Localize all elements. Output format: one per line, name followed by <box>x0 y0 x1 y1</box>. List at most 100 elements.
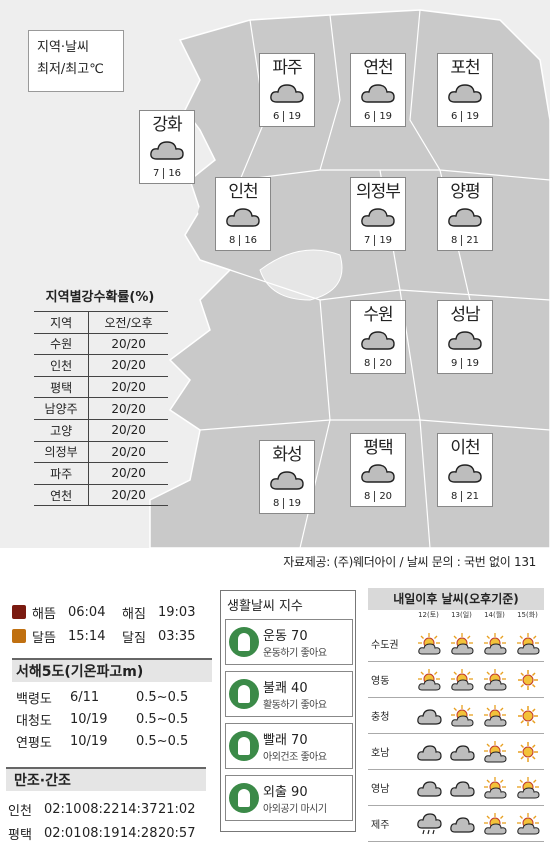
cloud-icon <box>445 775 478 801</box>
temp-low: 8 <box>450 235 458 246</box>
precip-value: 20/20 <box>88 462 168 485</box>
forecast-day: 15(화) <box>517 611 538 619</box>
wave-temp: 6/11 <box>70 689 100 705</box>
sun-cloud-icon <box>478 631 511 657</box>
sun-icon <box>511 703 544 729</box>
city-temps: 7 19 <box>351 235 405 246</box>
west-sea-islands: 서해5도(기온파고m) 백령도 6/11 0.5~0.5 대청도 10/19 0.5~0.… <box>12 658 212 752</box>
city-name: 인천 <box>228 182 258 202</box>
city-card-10: 평택 8 20 <box>350 433 406 507</box>
temp-high: 19 <box>283 498 305 509</box>
wave-row: 연평도 10/19 0.5~0.5 <box>12 730 212 752</box>
city-temps: 6 19 <box>438 111 492 122</box>
city-temps: 6 19 <box>351 111 405 122</box>
life-text: 빨래 70 아외건조 좋아요 <box>263 729 327 763</box>
cloud-icon <box>216 206 270 228</box>
temp-low: 9 <box>450 358 458 369</box>
tide-place: 인천 <box>8 803 32 819</box>
moonset-time: 03:35 <box>158 628 196 644</box>
forecast-region: 영남 <box>371 784 390 795</box>
life-item: 외출 90 아외공기 마시기 <box>225 775 353 821</box>
precip-probability-table: 지역별강수확률(%) 지역 오전/오후 수원 20/20 인천 20/20 평택 20/2… <box>30 286 170 507</box>
life-label: 빨래 70 <box>263 733 308 748</box>
temp-low: 7 <box>363 235 371 246</box>
sun-icon <box>511 739 544 765</box>
city-name: 의정부 <box>356 182 401 202</box>
wave-height: 0.5~0.5 <box>136 711 189 727</box>
city-card-2: 포천 6 19 <box>437 53 493 127</box>
life-item: 운동 70 운동하기 좋아요 <box>225 619 353 665</box>
precip-value: 20/20 <box>88 419 168 442</box>
tide-table: 만조·간조 인천 02:10 08:22 14:37 21:02 평택 02:01 08:19… <box>6 767 206 845</box>
forecast-day: 13(일) <box>451 611 472 619</box>
city-card-8: 성남 9 19 <box>437 300 493 374</box>
city-name: 연천 <box>363 58 393 78</box>
city-card-11: 이천 8 21 <box>437 433 493 507</box>
city-temps: 8 20 <box>351 491 405 502</box>
precip-row: 평택 20/20 <box>34 376 168 399</box>
sun-icon <box>511 667 544 693</box>
temp-low: 8 <box>363 491 371 502</box>
precip-value: 20/20 <box>88 376 168 399</box>
weather-map: 지역·날씨 최저/최고℃ 파주 6 19 연천 6 19 포천 6 19 강화 7 16 인천 8 16 의정… <box>0 0 550 548</box>
city-name: 포천 <box>450 58 480 78</box>
forecast-row: 충청 <box>368 698 544 734</box>
precip-region: 의정부 <box>34 441 89 464</box>
life-desc: 아외공기 마시기 <box>263 804 327 815</box>
temp-high: 19 <box>374 235 396 246</box>
precip-region: 남양주 <box>34 397 89 420</box>
tide-time: 20:57 <box>158 825 196 841</box>
tide-time: 21:02 <box>158 801 196 817</box>
forecast-title: 내일이후 날씨(오후기준) <box>368 588 544 610</box>
cloud-icon <box>445 739 478 765</box>
city-name: 이천 <box>450 438 480 458</box>
city-name: 양평 <box>450 182 480 202</box>
precip-row: 인천 20/20 <box>34 354 168 377</box>
city-temps: 8 16 <box>216 235 270 246</box>
precip-value: 20/20 <box>88 333 168 356</box>
life-title: 생활날씨 지수 <box>227 599 303 614</box>
cloud-icon <box>412 703 445 729</box>
tide-time: 08:19 <box>82 825 120 841</box>
city-temps: 8 20 <box>351 358 405 369</box>
temp-low: 6 <box>272 111 280 122</box>
cloud-icon <box>351 82 405 104</box>
cloud-icon <box>140 139 194 161</box>
precip-header-ampm: 오전/오후 <box>88 311 168 334</box>
tide-place: 평택 <box>8 827 32 843</box>
wave-temp: 10/19 <box>70 711 108 727</box>
cloud-icon <box>438 462 492 484</box>
city-card-7: 수원 8 20 <box>350 300 406 374</box>
life-text: 불쾌 40 활동하기 좋아요 <box>263 677 327 711</box>
sun-cloud-icon <box>445 703 478 729</box>
temp-low: 6 <box>363 111 371 122</box>
sun-cloud-icon <box>511 775 544 801</box>
precip-header-row: 지역 오전/오후 <box>34 311 168 334</box>
data-source: 자료제공: (주)웨더아이 / 날씨 문의 : 국번 없이 131 <box>283 555 536 569</box>
sunset-label: 해짐 <box>122 606 146 622</box>
forecast-row: 호남 <box>368 734 544 770</box>
legend-temp-unit: 최저/최고℃ <box>37 62 104 77</box>
temp-high: 21 <box>461 491 483 502</box>
sun-cloud-icon <box>511 631 544 657</box>
precip-header-region: 지역 <box>34 311 89 334</box>
cloud-icon <box>260 469 314 491</box>
city-card-4: 인천 8 16 <box>215 177 271 251</box>
city-name: 수원 <box>363 305 393 325</box>
sun-cloud-icon <box>478 703 511 729</box>
sun-cloud-icon <box>412 667 445 693</box>
city-temps: 8 21 <box>438 235 492 246</box>
city-name: 화성 <box>272 445 302 465</box>
forecast-row: 영남 <box>368 770 544 806</box>
precip-row: 고양 20/20 <box>34 419 168 442</box>
wave-temp: 10/19 <box>70 733 108 749</box>
tide-time: 02:01 <box>44 825 82 841</box>
precip-row: 수원 20/20 <box>34 333 168 356</box>
forecast-row: 제주 <box>368 806 544 842</box>
tide-title: 만조·간조 <box>6 767 206 791</box>
cloud-icon <box>351 329 405 351</box>
city-card-5: 의정부 7 19 <box>350 177 406 251</box>
sports-icon <box>229 627 259 657</box>
temp-low: 8 <box>228 235 236 246</box>
tide-time: 14:28 <box>120 825 158 841</box>
